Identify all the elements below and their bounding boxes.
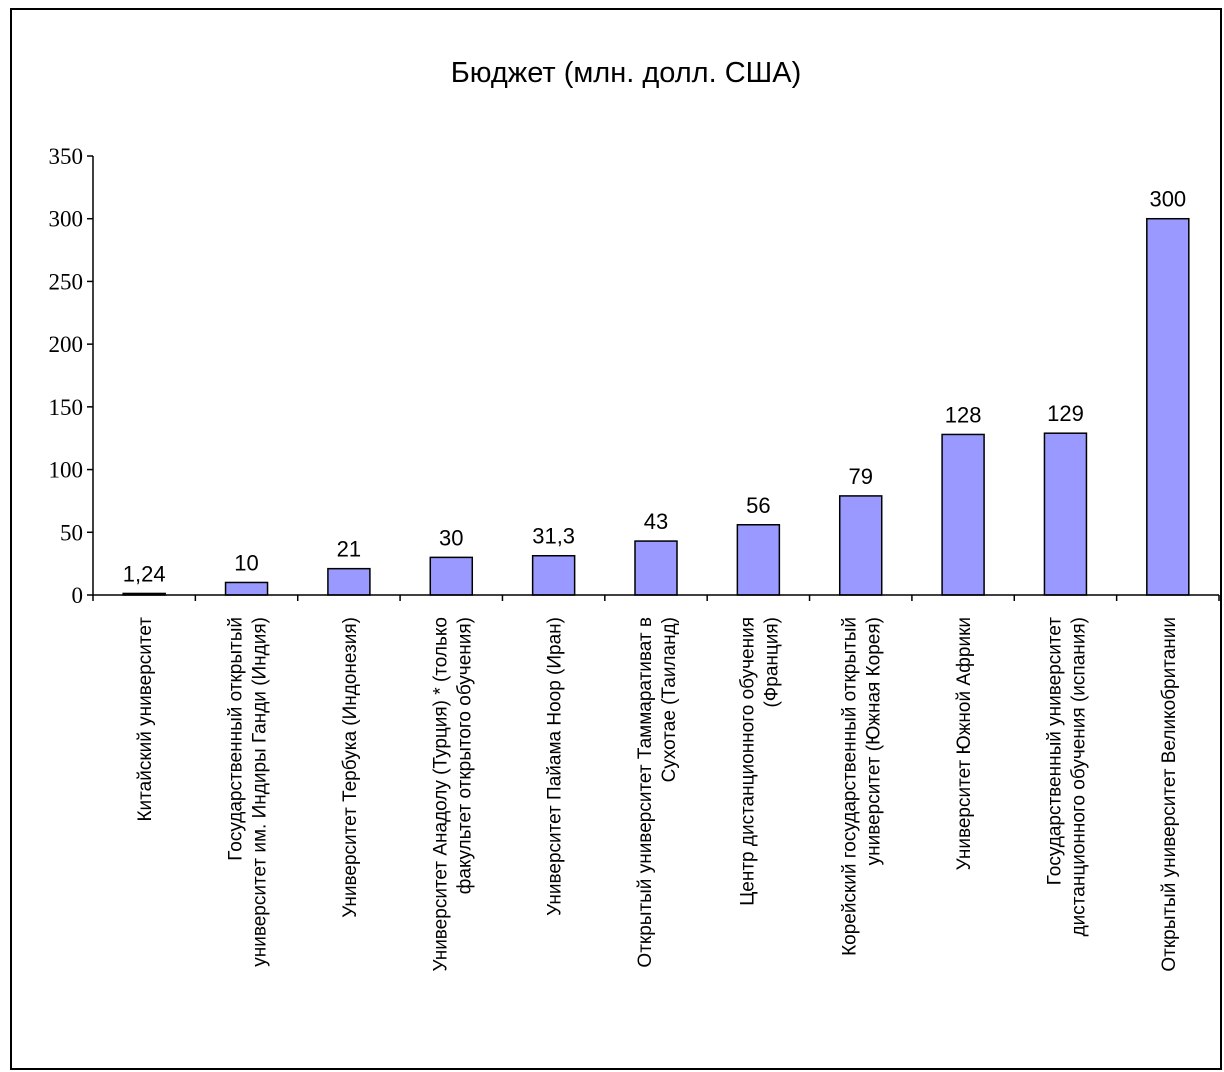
bar: [224, 581, 269, 596]
y-tick-label: 350: [49, 144, 84, 169]
x-category-label-line: университет (Южная Корея): [864, 617, 885, 865]
y-tick-label: 100: [49, 458, 84, 483]
x-category-label: Университет Пайама Ноор (Иран): [545, 617, 566, 916]
bar: [1043, 432, 1088, 596]
y-tick-label: 150: [49, 395, 84, 420]
x-category-label: Открытый университет Таммаративат в Сухот…: [635, 617, 680, 968]
bar: [429, 556, 474, 596]
x-category-label-line: Открытый университет Великобритании: [1159, 617, 1180, 972]
x-category-label-line: дистанционного обучения (испания): [1068, 617, 1089, 936]
x-category-label-line: Университет Южной Африки: [954, 617, 975, 870]
bar: [327, 567, 371, 596]
x-category-label-line: Государственный университет: [1044, 617, 1065, 886]
x-category-label: Государственный университет дистанционног…: [1044, 617, 1089, 937]
bar: [634, 540, 678, 596]
data-label: 1,24: [123, 561, 166, 586]
x-category-label-line: Открытый университет Таммаративат в: [635, 617, 656, 968]
data-label: 79: [848, 464, 872, 489]
x-category-label-line: университет им. Индиры Ганди (Индия): [250, 617, 271, 967]
bar: [736, 524, 781, 596]
x-category-label-line: Китайский университет: [135, 617, 156, 822]
bar: [941, 433, 985, 596]
data-label: 43: [644, 509, 668, 534]
y-tick-label: 250: [49, 269, 84, 294]
data-label: 128: [945, 402, 982, 427]
y-tick-label: 0: [72, 583, 84, 608]
data-label: 56: [746, 493, 770, 518]
x-category-label-line: Университет Тербука (Индонезия): [340, 617, 361, 918]
plot-area: 0 50 100 150 200 250 300 350 1,24 10 21 30 31,3 43 56 7…: [49, 144, 1220, 972]
y-tick-label: 300: [49, 207, 84, 232]
y-tick-label: 50: [60, 520, 83, 545]
x-category-label-line: Сухотае (Таиланд): [659, 617, 680, 782]
x-category-label-line: (Франция): [761, 617, 782, 708]
x-category-label: Государственный открытый университет им. …: [226, 617, 271, 967]
x-category-label-line: Университет Анадолу (Турция) * (только: [430, 617, 451, 972]
data-label: 129: [1047, 401, 1084, 426]
chart-frame: Бюджет (млн. долл. США) 0 50 100 150 200 250 3…: [10, 8, 1222, 1070]
data-label: 300: [1149, 187, 1186, 212]
data-label: 30: [439, 525, 463, 550]
x-category-label-line: Корейский государственный открытый: [840, 617, 861, 956]
data-label: 21: [337, 537, 361, 562]
y-tick-label: 200: [49, 332, 84, 357]
bar: [531, 554, 576, 596]
data-label: 10: [234, 550, 258, 575]
chart-title: Бюджет (млн. долл. США): [451, 57, 802, 89]
x-category-label: Открытый университет Великобритании: [1159, 617, 1180, 972]
bar-chart: Бюджет (млн. долл. США) 0 50 100 150 200 250 3…: [49, 57, 1220, 972]
bar: [1146, 217, 1190, 596]
bar: [838, 495, 883, 596]
x-category-label-line: факультет открытого обучения): [454, 617, 475, 894]
x-category-label-line: Университет Пайама Ноор (Иран): [545, 617, 566, 916]
x-category-label: Корейский государственный открытый универ…: [840, 617, 885, 956]
data-label: 31,3: [532, 524, 575, 549]
x-category-label: Центр дистанционного обучения (Франция): [737, 617, 782, 906]
x-category-label-line: Центр дистанционного обучения: [737, 617, 758, 906]
x-category-label: Университет Тербука (Индонезия): [340, 617, 361, 918]
x-category-label: Университет Южной Африки: [954, 617, 975, 870]
x-category-label: Университет Анадолу (Турция) * (только фа…: [430, 617, 475, 972]
x-category-label-line: Государственный открытый: [226, 617, 247, 861]
x-category-label: Китайский университет: [135, 617, 156, 822]
